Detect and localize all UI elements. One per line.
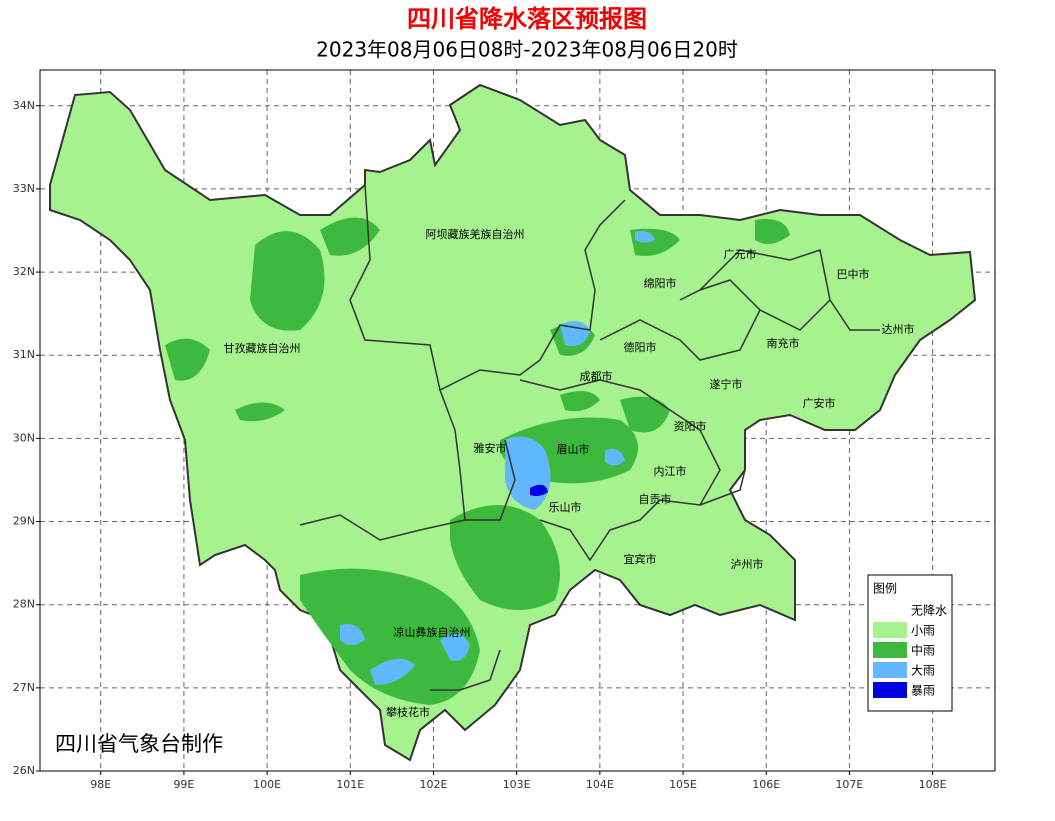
- x-tick-label: 101E: [336, 778, 364, 791]
- y-tick-label: 27N: [13, 681, 35, 694]
- province: [49, 83, 977, 762]
- region-label: 资阳市: [674, 419, 707, 433]
- x-tick-label: 102E: [420, 778, 448, 791]
- region-label: 雅安市: [474, 441, 507, 455]
- region-label: 遂宁市: [710, 377, 743, 391]
- credit: 四川省气象台制作: [55, 732, 223, 756]
- y-tick-label: 29N: [13, 515, 35, 528]
- region-label: 巴中市: [837, 267, 870, 281]
- legend-label: 中雨: [911, 643, 935, 658]
- y-tick-label: 30N: [13, 431, 35, 444]
- region-labels: 阿坝藏族羌族自治州 甘孜藏族自治州 广元市 巴中市 绵阳市 达州市 德阳市 南充…: [224, 227, 915, 719]
- region-label: 内江市: [654, 464, 687, 478]
- legend-label: 暴雨: [911, 684, 935, 698]
- subtitle: 2023年08月06日08时-2023年08月06日20时: [316, 38, 738, 62]
- region-label: 凉山彝族自治州: [394, 625, 471, 639]
- legend-swatch: [873, 602, 907, 618]
- x-tick-label: 100E: [253, 778, 281, 791]
- map-frame: [39, 69, 996, 772]
- region-label: 成都市: [580, 369, 613, 383]
- region-label: 自贡市: [639, 492, 672, 506]
- legend-label: 大雨: [911, 664, 935, 678]
- x-tick-label: 105E: [669, 778, 697, 791]
- x-tick-label: 99E: [173, 778, 194, 791]
- region-label: 眉山市: [557, 442, 590, 456]
- legend-label: 小雨: [911, 624, 935, 638]
- legend-swatch: [873, 622, 907, 638]
- x-tick-label: 103E: [503, 778, 531, 791]
- y-tick-label: 31N: [13, 348, 35, 361]
- y-tick-label: 26N: [13, 764, 35, 777]
- region-label: 南充市: [767, 336, 800, 350]
- title: 四川省降水落区预报图: [407, 5, 647, 33]
- region-label: 乐山市: [549, 500, 582, 514]
- legend-swatch: [873, 642, 907, 658]
- prefecture-borders: [299, 184, 880, 691]
- legend-swatch: [873, 662, 907, 678]
- moderate-rain-areas: [165, 217, 790, 705]
- region-label: 甘孜藏族自治州: [224, 341, 301, 355]
- x-tick-label: 98E: [90, 778, 111, 791]
- region-label: 德阳市: [624, 340, 657, 354]
- x-tick-label: 104E: [586, 778, 614, 791]
- region-label: 宜宾市: [624, 552, 657, 566]
- legend-label: 无降水: [911, 604, 947, 618]
- region-label: 绵阳市: [644, 276, 677, 290]
- x-tick-label: 108E: [919, 778, 947, 791]
- axis-ticks: 98E 99E 100E 101E 102E 103E 104E 105E 106E 107E 10…: [13, 99, 947, 791]
- rainstorm-area: [530, 484, 548, 496]
- y-tick-label: 28N: [13, 598, 35, 611]
- region-label: 泸州市: [731, 557, 764, 571]
- legend-title: 图例: [873, 582, 897, 596]
- legend-swatch: [873, 682, 907, 698]
- x-tick-label: 106E: [752, 778, 780, 791]
- region-label: 阿坝藏族羌族自治州: [426, 227, 525, 241]
- region-label: 达州市: [882, 322, 915, 336]
- region-label: 攀枝花市: [386, 705, 430, 719]
- region-label: 广元市: [724, 247, 757, 261]
- y-tick-label: 33N: [13, 182, 35, 195]
- y-tick-label: 32N: [13, 265, 35, 278]
- x-tick-label: 107E: [835, 778, 863, 791]
- y-tick-label: 34N: [13, 99, 35, 112]
- region-label: 广安市: [803, 396, 836, 410]
